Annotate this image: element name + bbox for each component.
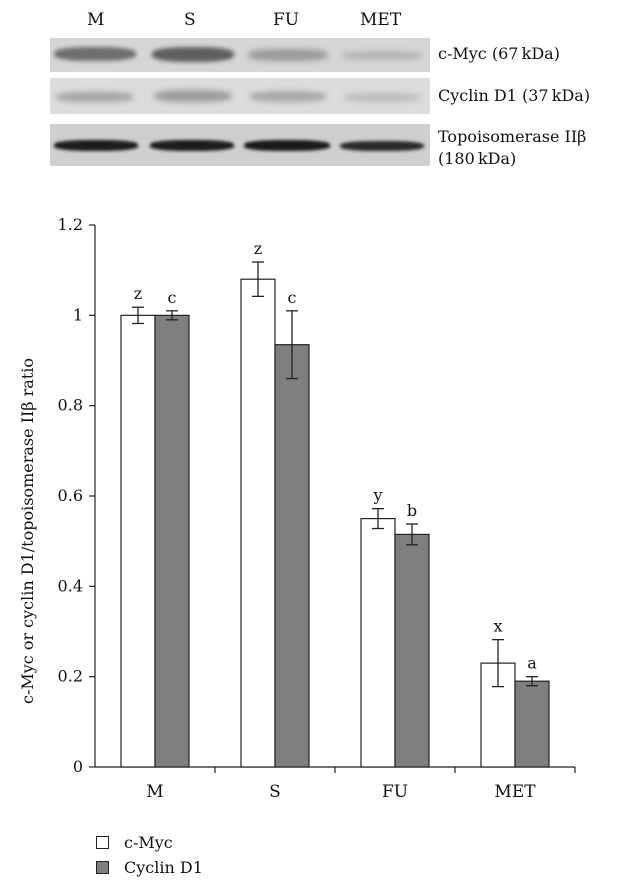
blot-row-c-myc (50, 38, 430, 72)
x-tick-label-fu: FU (382, 782, 408, 802)
error-bar-cyclin-d1-met (526, 676, 538, 687)
bar-cyclin-d1-m (154, 314, 190, 768)
legend-swatch-c-myc (96, 836, 109, 849)
significance-letter-c-myc-met: x (493, 617, 502, 636)
error-bar-c-myc-fu (372, 507, 384, 530)
lane-label-fu: FU (273, 10, 300, 30)
bar-cyclin-d1-s (274, 344, 310, 768)
y-tick-label-0: 0 (73, 757, 83, 776)
significance-letter-cyclin-d1-fu: b (407, 501, 417, 520)
legend-label-c-myc: c-Myc (124, 833, 173, 852)
bar-cyclin-d1-fu (394, 533, 430, 768)
x-tick-label-m: M (146, 782, 163, 802)
significance-letter-cyclin-d1-m: c (168, 288, 177, 307)
protein-label-c-myc: c-Myc (67 kDa) (438, 44, 560, 63)
lane-label-m: M (87, 10, 105, 30)
significance-letter-c-myc-s: z (254, 239, 262, 258)
legend-label-cyclin-d1: Cyclin D1 (124, 858, 203, 877)
significance-letter-c-myc-m: z (134, 284, 142, 303)
error-bar-cyclin-d1-m (166, 310, 178, 321)
x-tick-label-met: MET (494, 782, 536, 802)
lane-label-met: MET (360, 10, 402, 30)
bar-chart: 0 0.2 0.4 0.6 0.8 1 1.2 c-Myc or cyclin D1/topo… (18, 215, 576, 802)
blot-row-cyclin-d1 (50, 78, 430, 114)
bar-cyclin-d1-met (514, 680, 550, 768)
bar-c-myc-s (240, 278, 276, 768)
error-bar-cyclin-d1-fu (406, 523, 418, 546)
lane-label-s: S (184, 10, 196, 30)
y-tick-label-4: 0.8 (58, 396, 83, 415)
x-tick-label-s: S (269, 782, 281, 802)
bar-c-myc-m (120, 314, 156, 768)
y-tick-label-2: 0.4 (58, 576, 83, 595)
y-tick-label-3: 0.6 (58, 486, 83, 505)
significance-letter-cyclin-d1-met: a (527, 654, 537, 673)
protein-label-cyclin-d1: Cyclin D1 (37 kDa) (438, 86, 591, 105)
error-bar-c-myc-s (252, 261, 264, 298)
error-bar-c-myc-met (492, 638, 504, 688)
error-bar-cyclin-d1-s (286, 310, 298, 380)
error-bar-c-myc-m (132, 306, 144, 325)
significance-letter-c-myc-fu: y (372, 486, 382, 505)
significance-letter-cyclin-d1-s: c (288, 288, 297, 307)
y-tick-label-1: 0.2 (58, 667, 83, 686)
legend-swatch-cyclin-d1 (96, 861, 109, 874)
western-blot-panel: M S FU MET c-Myc (67 kDa) Cyclin D1 (37 … (0, 0, 620, 205)
y-tick-label-5: 1 (73, 305, 83, 324)
blot-row-topoisomerase (50, 124, 430, 166)
bar-c-myc-fu (360, 517, 396, 768)
protein-label-topoisomerase: Topoisomerase IIβ (180 kDa) (438, 127, 587, 168)
y-axis-label: c-Myc or cyclin D1/topoisomerase IIβ rat… (18, 358, 37, 704)
y-tick-label-6: 1.2 (58, 215, 83, 234)
